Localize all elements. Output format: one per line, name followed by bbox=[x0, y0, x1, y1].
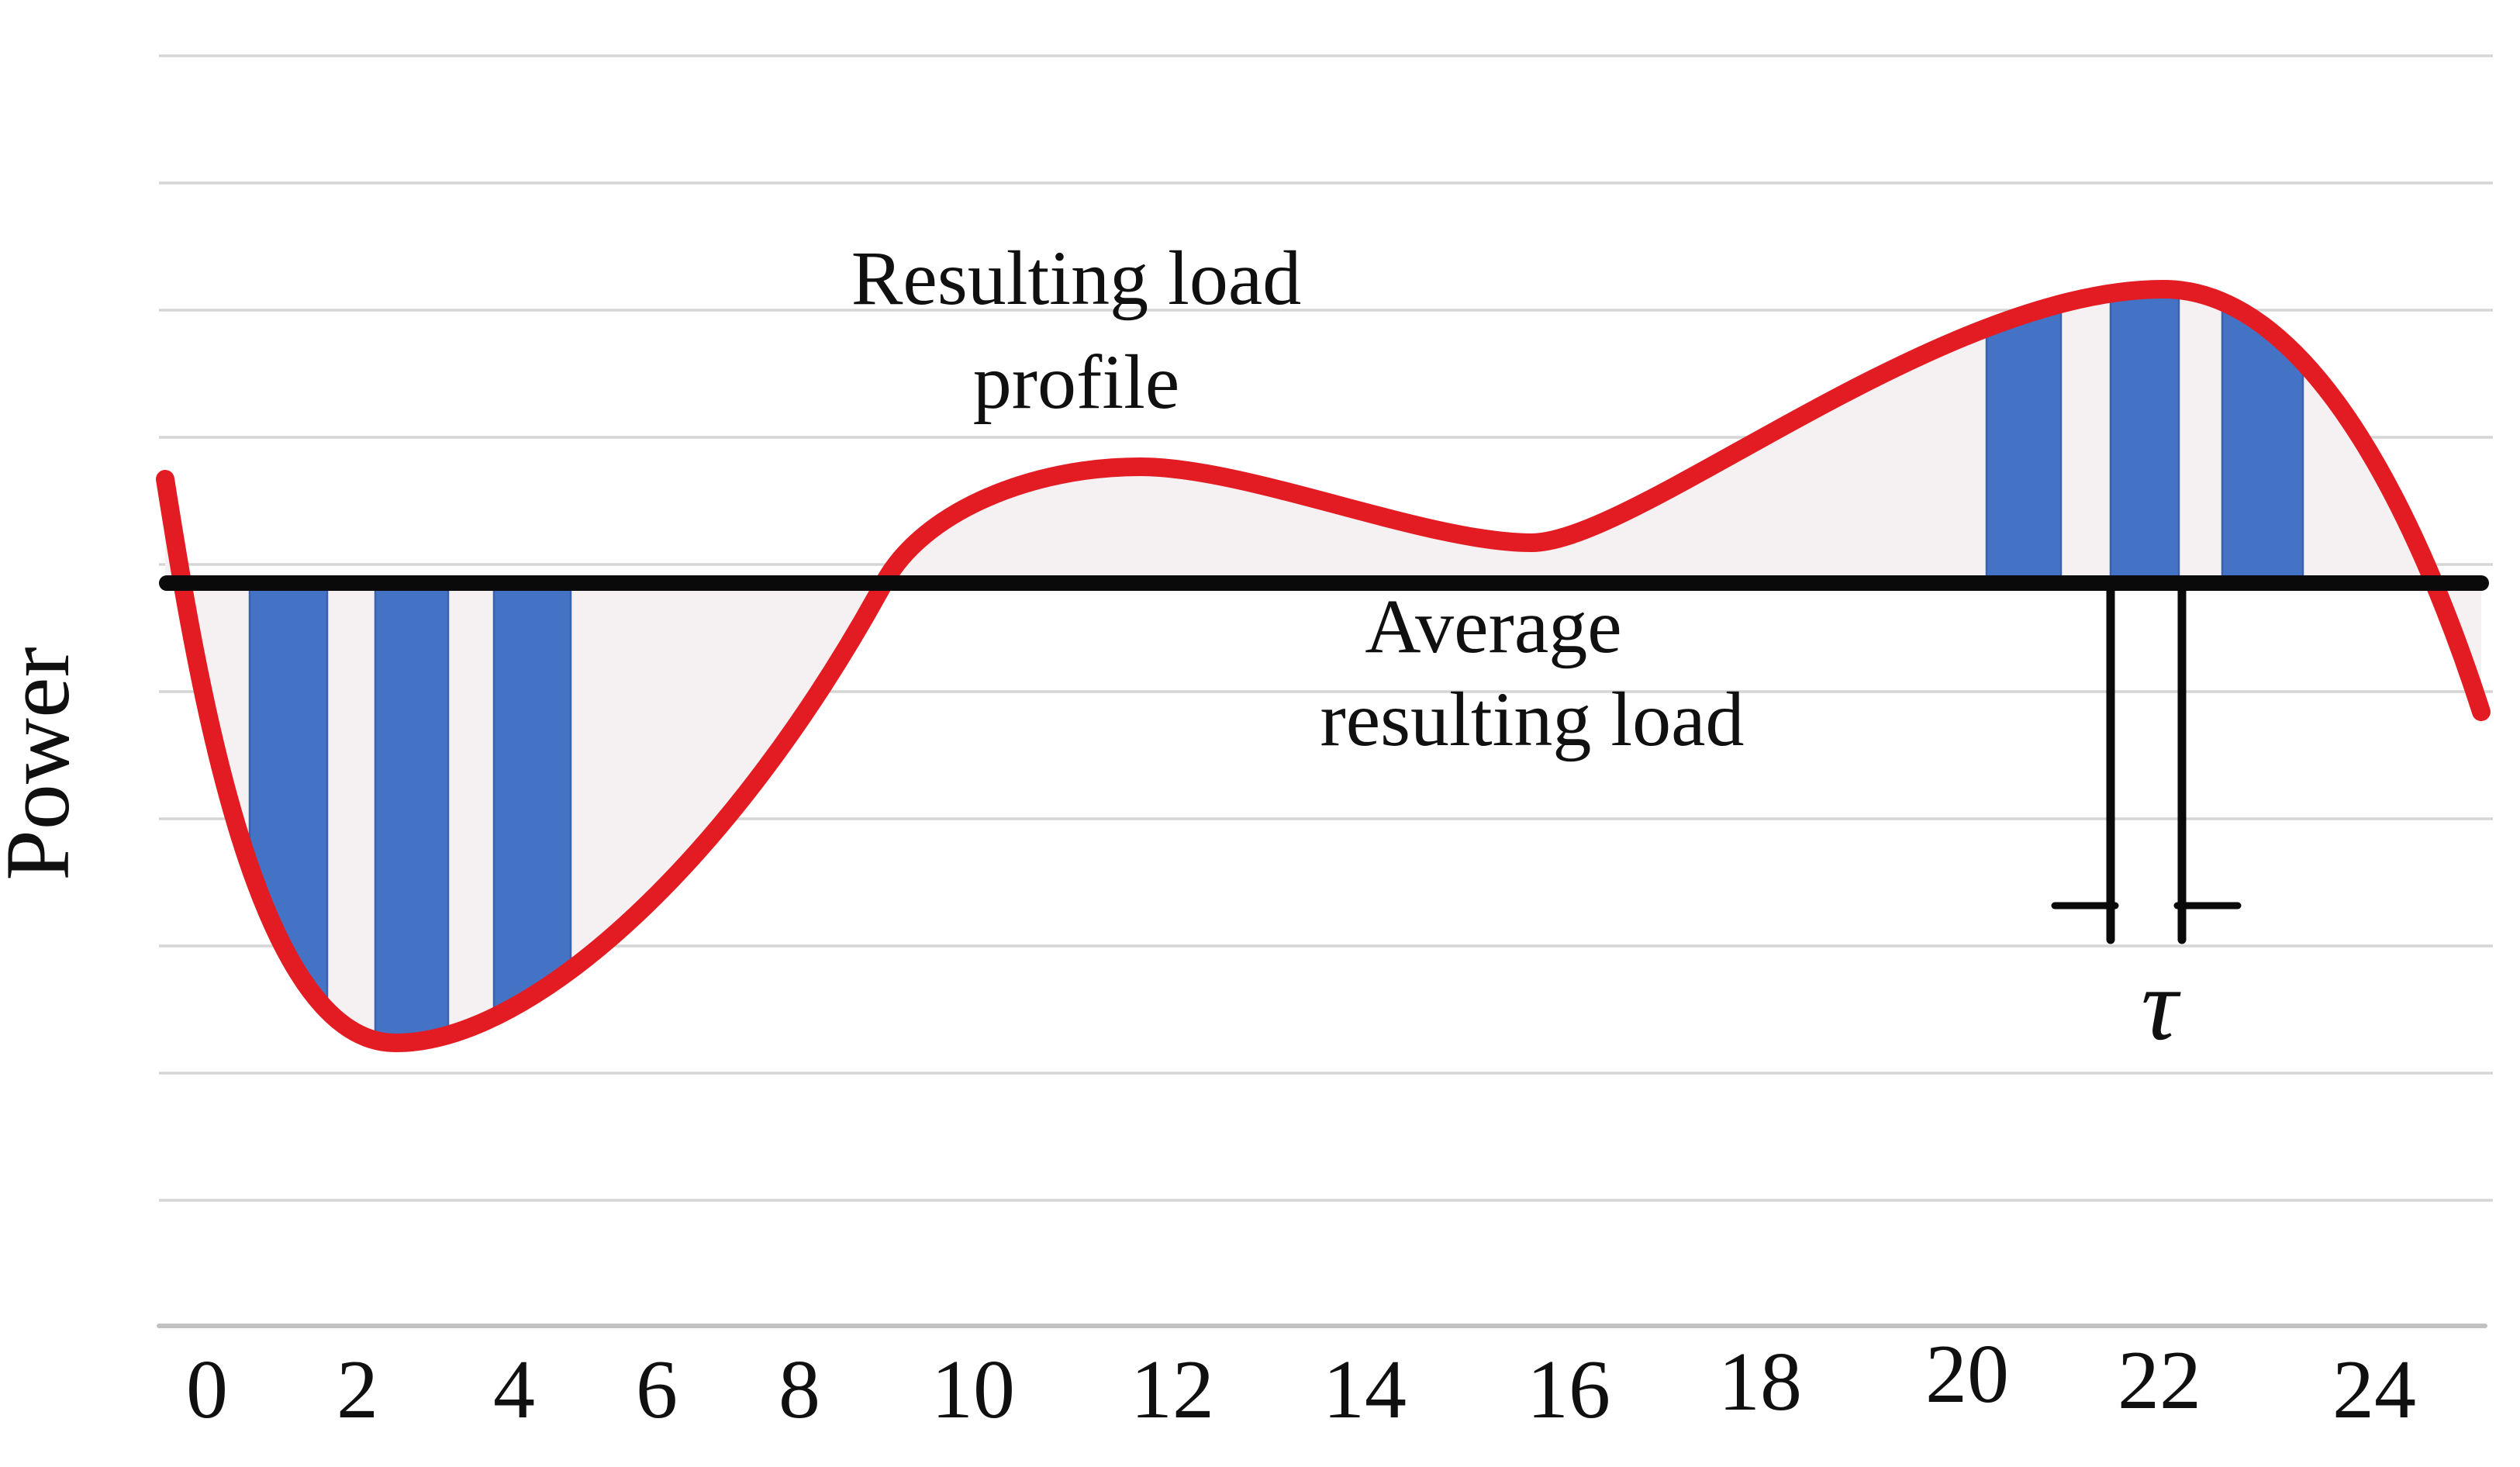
x-tick-label: 18 bbox=[1718, 1336, 1802, 1428]
x-tick-label: 22 bbox=[2118, 1334, 2201, 1427]
average-label-line2: resulting load bbox=[1320, 676, 1744, 762]
x-tick-label: 24 bbox=[2332, 1344, 2416, 1436]
x-tick-label: 6 bbox=[636, 1344, 678, 1436]
x-tick-label: 4 bbox=[493, 1344, 535, 1436]
x-tick-label: 14 bbox=[1323, 1344, 1407, 1436]
x-tick-label: 12 bbox=[1131, 1344, 1214, 1436]
resulting-load-curve bbox=[156, 280, 2491, 1052]
curve-label-line2: profile bbox=[973, 339, 1180, 425]
curve-label-line1: Resulting load bbox=[851, 235, 1302, 321]
storage-bar-above-average bbox=[2109, 289, 2180, 585]
x-tick-label: 20 bbox=[1925, 1328, 2009, 1420]
storage-bars bbox=[248, 289, 2304, 1043]
x-tick-label: 10 bbox=[931, 1344, 1015, 1436]
x-tick-label: 2 bbox=[337, 1344, 378, 1436]
average-label-line1: Average bbox=[1365, 583, 1621, 669]
tau-annotation: τ bbox=[2051, 583, 2242, 1061]
x-tick-label: 16 bbox=[1527, 1344, 1610, 1436]
storage-bar-above-average bbox=[1985, 289, 2063, 585]
storage-bar-below-average bbox=[492, 582, 572, 1043]
storage-bar-above-average bbox=[2221, 289, 2304, 585]
band-area bbox=[165, 289, 2481, 1043]
tau-label: τ bbox=[2141, 948, 2181, 1061]
y-axis-title: Power bbox=[0, 647, 88, 881]
x-tick-label: 8 bbox=[778, 1344, 820, 1436]
x-axis-tick-labels: 0 2 4 6 8 10 12 14 16 18 20 22 24 bbox=[186, 1328, 2416, 1436]
storage-bar-below-average bbox=[374, 582, 450, 1043]
x-tick-label: 0 bbox=[186, 1344, 228, 1436]
